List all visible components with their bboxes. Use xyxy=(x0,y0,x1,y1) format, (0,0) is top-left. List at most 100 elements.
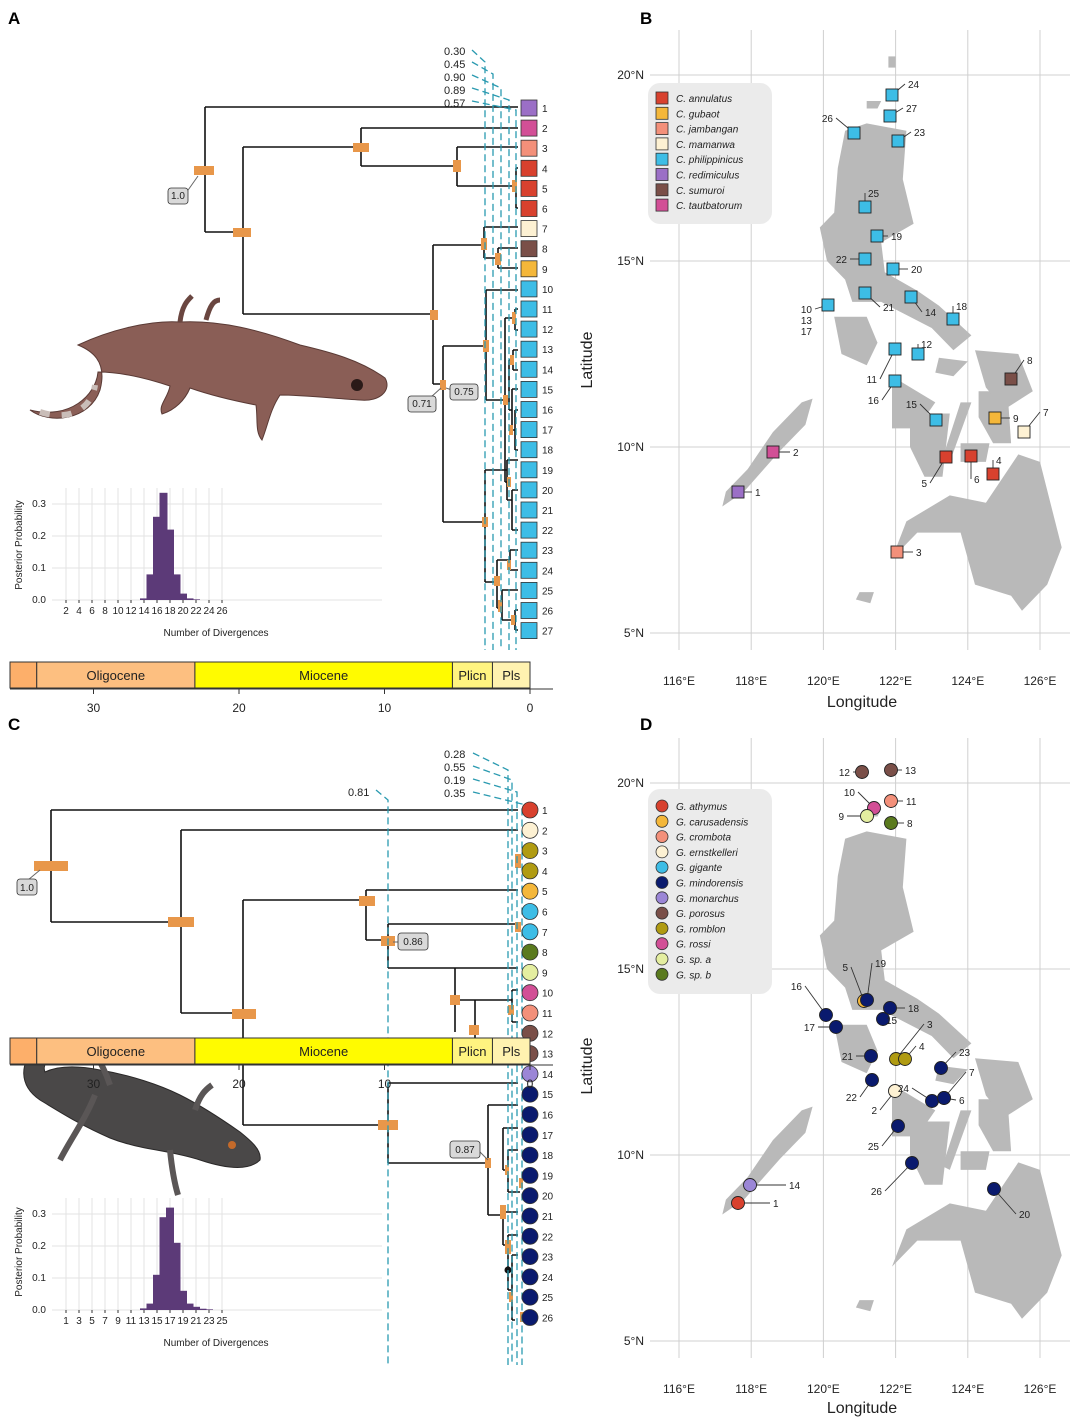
x-tick-label: 2 xyxy=(63,606,69,617)
legend-entry: C. mamanwa xyxy=(676,140,735,151)
legend-swatch xyxy=(655,91,669,105)
tip-marker xyxy=(521,1187,539,1205)
histogram-bar xyxy=(146,574,155,600)
epoch-band xyxy=(36,1037,196,1065)
histogram-bar xyxy=(198,1308,207,1310)
timescale-c: Oligocene Miocene Plicn Pls 30 20 10 0 xyxy=(9,1037,553,1091)
sample-marker xyxy=(847,126,861,140)
histogram-bar xyxy=(166,529,174,600)
legend-swatch xyxy=(655,891,669,905)
legend-entry: G. ernstkelleri xyxy=(676,848,738,859)
sample-marker xyxy=(937,1091,951,1105)
landmass xyxy=(975,350,1033,410)
svg-text:Posterior Probability: Posterior Probability xyxy=(14,500,25,589)
sample-label: 4 xyxy=(996,456,1002,467)
y-tick-label: 0.2 xyxy=(32,531,46,542)
sample-marker xyxy=(891,1119,905,1133)
svg-text:0.35: 0.35 xyxy=(444,788,465,800)
tip-label: 21 xyxy=(542,506,554,517)
legend-entry: G. romblon xyxy=(676,924,726,935)
sample-label: 15 xyxy=(886,1016,898,1027)
x-tick-label: 24 xyxy=(203,606,215,617)
epoch-label: Miocene xyxy=(299,668,348,683)
epoch-band xyxy=(9,661,38,689)
sample-label: 7 xyxy=(969,1068,975,1079)
x-tick-label: 116°E xyxy=(663,674,695,688)
y-axis-title-b: Latitude xyxy=(579,331,596,388)
sample-label: 6 xyxy=(974,475,980,486)
tip-marker xyxy=(520,622,538,639)
x-tick-label: 122°E xyxy=(879,1382,912,1396)
epoch-band xyxy=(194,1037,453,1065)
tip-marker xyxy=(520,99,538,117)
epoch-label: Miocene xyxy=(299,1044,348,1059)
svg-text:0.87: 0.87 xyxy=(455,1145,475,1156)
legend-swatch xyxy=(655,845,669,859)
tip-label: 19 xyxy=(542,1171,554,1182)
sample-label: 18 xyxy=(908,1004,920,1015)
legend-entry: G. monarchus xyxy=(676,894,739,905)
sample-label: 16 xyxy=(791,982,803,993)
legend-swatch xyxy=(655,830,669,843)
tip-marker xyxy=(521,821,539,839)
sample-label: 16 xyxy=(868,396,880,407)
tip-marker xyxy=(521,801,539,819)
histogram-bar xyxy=(159,492,168,600)
tip-marker xyxy=(520,280,538,298)
tip-marker xyxy=(520,481,538,499)
legend-swatch xyxy=(655,967,669,981)
tip-marker xyxy=(521,1146,539,1164)
epoch-band xyxy=(451,1037,493,1065)
x-tick-label: 124°E xyxy=(951,674,984,688)
svg-text:0.28: 0.28 xyxy=(444,749,465,761)
legend-entry: G. sp. a xyxy=(676,955,711,966)
x-axis-title-b: Longitude xyxy=(827,694,897,711)
divergence-lines-c xyxy=(375,752,523,1365)
legend-swatch xyxy=(655,106,669,120)
tip-label: 3 xyxy=(542,144,548,155)
epoch-label: Pls xyxy=(502,668,521,683)
sample-label: 13 xyxy=(801,316,813,327)
sample-label: 4 xyxy=(919,1042,925,1053)
x-tick-label: 6 xyxy=(89,606,95,617)
tip-label: 6 xyxy=(542,205,548,216)
tip-marker xyxy=(521,964,539,981)
x-tick-label: 126°E xyxy=(1024,674,1057,688)
histogram-bar xyxy=(159,1217,168,1310)
landmass xyxy=(855,592,874,604)
y-tick-label: 5°N xyxy=(624,626,644,640)
sample-marker xyxy=(905,1156,919,1170)
tip-marker xyxy=(520,119,538,137)
sample-marker xyxy=(884,816,898,830)
sample-marker xyxy=(986,467,1000,481)
sample-label: 24 xyxy=(898,1084,910,1095)
legend-swatch xyxy=(655,137,669,151)
sample-marker xyxy=(883,1001,897,1015)
x-tick-label: 9 xyxy=(115,1316,121,1327)
tip-label: 5 xyxy=(542,887,548,898)
sample-label: 27 xyxy=(906,104,918,115)
sample-marker xyxy=(890,545,904,559)
tip-marker xyxy=(520,179,538,197)
tip-label: 7 xyxy=(542,928,548,939)
legend-swatch xyxy=(655,952,669,966)
tip-marker xyxy=(521,862,539,880)
x-tick-label: 122°E xyxy=(879,674,912,688)
sample-label: 19 xyxy=(891,232,903,243)
tip-marker xyxy=(521,1227,539,1245)
y-tick-label: 20°N xyxy=(617,776,644,790)
legend-entry: G. athymus xyxy=(676,802,727,813)
tip-label: 16 xyxy=(542,406,554,417)
sample-marker xyxy=(898,1052,912,1066)
x-tick-label: 116°E xyxy=(663,1382,695,1396)
tip-label: 7 xyxy=(542,225,548,236)
tip-label: 11 xyxy=(542,1009,553,1020)
sample-label: 10 xyxy=(801,305,813,316)
landmass xyxy=(935,357,968,377)
sample-label: 25 xyxy=(868,189,880,200)
sample-marker xyxy=(865,1073,879,1087)
epoch-label: Oligocene xyxy=(87,1044,146,1059)
svg-text:0.45: 0.45 xyxy=(444,59,465,71)
posterior-labels-c: 0.28 0.55 0.19 0.35 0.81 xyxy=(348,749,465,800)
